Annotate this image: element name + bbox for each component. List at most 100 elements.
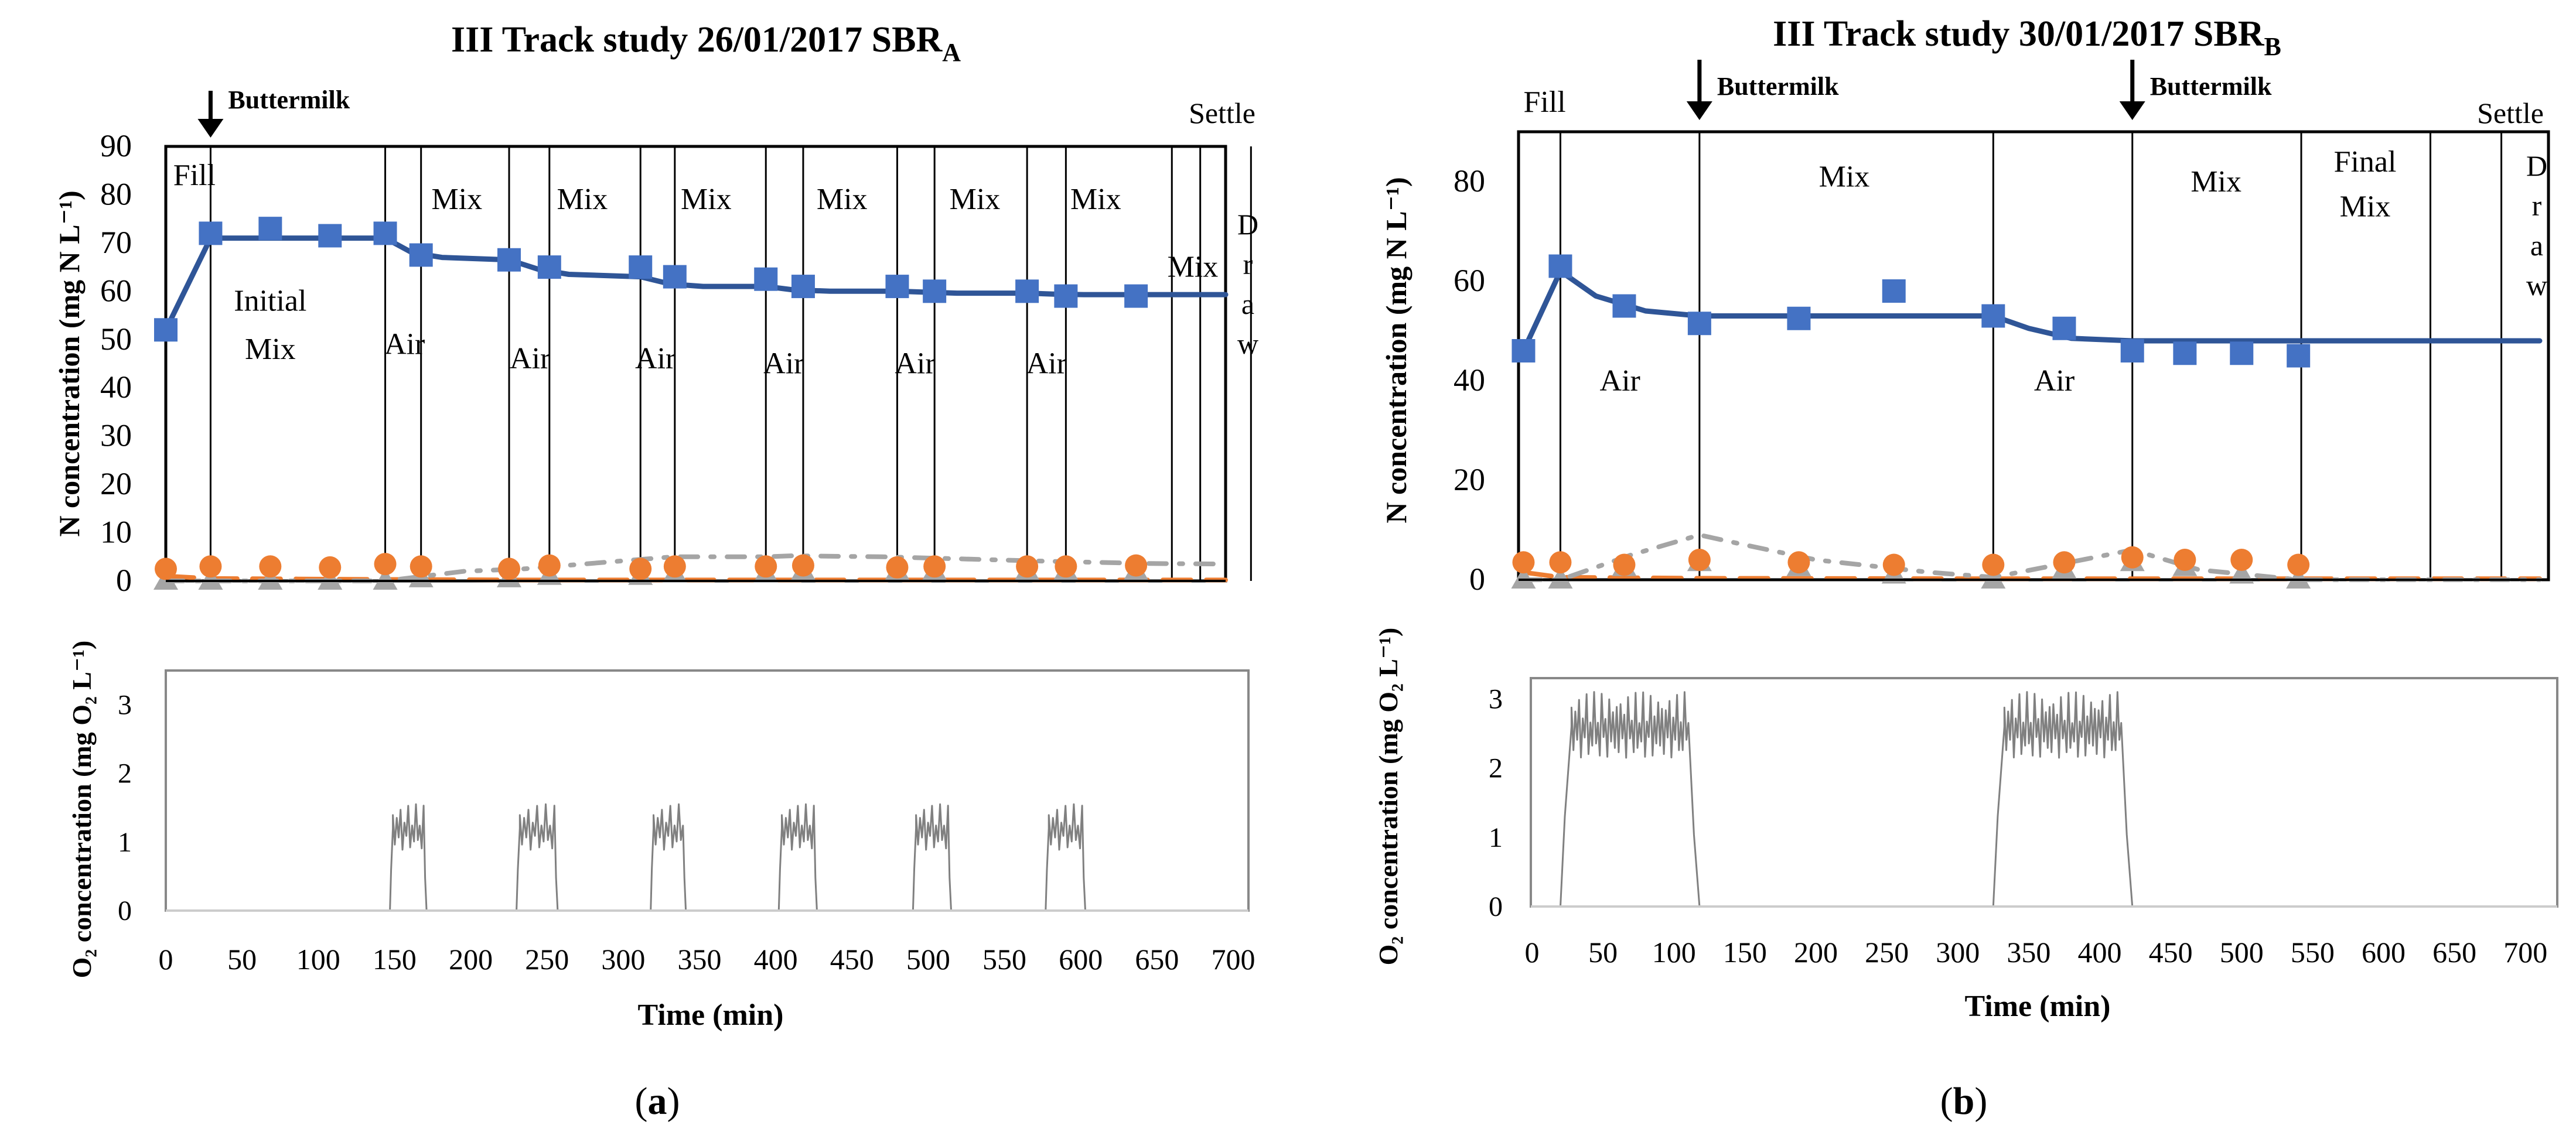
x-tick-label: 400 xyxy=(2078,936,2122,969)
panel-a-o2-y-axis-label: O₂ concentration (mg O₂ L⁻¹) xyxy=(67,641,97,979)
buttermilk-label: Buttermilk xyxy=(1717,72,1839,101)
o2-y-tick-label: 0 xyxy=(1489,891,1503,922)
nitrite-point xyxy=(319,556,342,579)
draw-letter: a xyxy=(1241,288,1254,320)
panel-a-o2-y-tick-labels: 0 1 2 3 xyxy=(118,690,132,926)
phase-label: Final xyxy=(2334,145,2397,179)
x-tick-label: 700 xyxy=(2503,936,2547,969)
nitrite-point xyxy=(2121,546,2144,569)
panel-b-o2-y-tick-labels: 0 1 2 3 xyxy=(1489,683,1503,922)
phase-label: Fill xyxy=(173,159,216,192)
panel-b-settle-label: Settle xyxy=(2477,97,2544,129)
nitrite-point xyxy=(2287,553,2310,576)
model-line xyxy=(1521,532,2542,582)
buttermilk-label: Buttermilk xyxy=(2150,72,2272,101)
phase-label: Mix xyxy=(431,183,482,216)
o2-trace-line xyxy=(1560,691,1701,907)
x-tick-label: 500 xyxy=(906,943,950,976)
panel-b: III Track study 30/01/2017 SBRB Buttermi… xyxy=(1373,14,2558,1123)
nitrite-point xyxy=(2053,551,2076,574)
ammonium-point xyxy=(2052,316,2076,340)
nitrate-point xyxy=(1511,567,1536,589)
nitrite-point xyxy=(2230,549,2253,571)
o2-y-tick-label: 3 xyxy=(1489,683,1503,714)
nitrate-point xyxy=(198,568,223,590)
panel-a-annotations: Buttermilk xyxy=(197,85,350,138)
ammonium-point xyxy=(2287,344,2311,368)
x-tick-label: 50 xyxy=(227,943,257,976)
x-tick-label: 600 xyxy=(1059,943,1103,976)
panel-a-title: III Track study 26/01/2017 SBRA xyxy=(451,20,961,67)
ammonium-point xyxy=(754,267,778,291)
ammonium-point xyxy=(1981,304,2005,328)
o2-trace-line xyxy=(912,803,952,911)
buttermilk-arrow-icon xyxy=(1686,101,1712,120)
draw-letter: w xyxy=(2526,269,2547,302)
nitrite-point xyxy=(1982,553,2005,576)
ammonium-point xyxy=(1687,312,1711,336)
y-tick-label: 40 xyxy=(1454,362,1485,398)
phase-label: Air xyxy=(763,347,804,380)
x-tick-label: 300 xyxy=(1936,936,1980,969)
draw-letter: D xyxy=(1237,208,1258,241)
x-tick-label: 450 xyxy=(2149,936,2193,969)
ammonium-point xyxy=(1124,284,1148,308)
ammonium-point xyxy=(885,275,909,299)
x-tick-label: 500 xyxy=(2220,936,2264,969)
ammonium-point xyxy=(663,265,687,289)
panel-a: III Track study 26/01/2017 SBRA Buttermi… xyxy=(53,20,1258,1123)
phase-label: Mix xyxy=(1070,183,1121,216)
y-tick-label: 0 xyxy=(116,563,132,598)
nitrite-point xyxy=(755,555,777,578)
ammonium-point xyxy=(791,275,815,299)
phase-label: Mix xyxy=(681,183,732,216)
buttermilk-arrow-icon xyxy=(2119,101,2145,120)
phase-label: Mix xyxy=(1168,251,1219,284)
nitrite-point xyxy=(886,556,909,579)
ammonium-point xyxy=(1548,254,1572,278)
phase-label: Air xyxy=(895,347,935,380)
o2-trace-line xyxy=(650,803,687,911)
phase-label: Air xyxy=(1026,347,1067,380)
nitrite-point xyxy=(923,555,946,578)
phase-label: Mix xyxy=(557,183,608,216)
nitrate-point xyxy=(2286,567,2311,589)
x-tick-label: 150 xyxy=(373,943,417,976)
y-tick-label: 20 xyxy=(100,466,132,501)
x-tick-label: 200 xyxy=(1794,936,1838,969)
o2-trace-line xyxy=(1992,691,2134,907)
nitrate-point xyxy=(373,568,398,590)
x-tick-label: 100 xyxy=(1652,936,1696,969)
y-tick-label: 0 xyxy=(1469,562,1485,597)
nitrite-point xyxy=(1016,555,1039,578)
panel-b-y-axis-label: N concentration (mg N L⁻¹) xyxy=(1380,177,1412,523)
nitrite-point xyxy=(2174,549,2196,571)
ammonium-point xyxy=(1512,339,1536,362)
o2-y-tick-label: 1 xyxy=(1489,822,1503,853)
ammonium-point xyxy=(923,279,947,303)
panel-a-x-tick-labels: 0 50 100 150 200 250 300 350 400 450 500 550 600 650 7… xyxy=(159,943,1255,976)
ammonium-point xyxy=(2230,341,2254,365)
x-tick-label: 100 xyxy=(296,943,340,976)
phase-label: Air xyxy=(1600,364,1640,398)
x-tick-label: 350 xyxy=(2007,936,2050,969)
x-tick-label: 450 xyxy=(830,943,874,976)
y-tick-label: 60 xyxy=(1454,263,1485,298)
ammonium-point xyxy=(199,221,223,245)
panel-b-x-tick-labels: 0 50 100 150 200 250 300 350 400 450 500 550 600 650 7… xyxy=(1525,936,2548,969)
nitrite-point xyxy=(663,555,686,578)
nitrate-point xyxy=(2229,562,2254,584)
panel-a-o2-trace xyxy=(389,803,1086,911)
nitrite-point xyxy=(1055,555,1077,578)
panel-b-data-points xyxy=(1511,254,2311,589)
y-tick-label: 80 xyxy=(100,176,132,211)
phase-label: Mix xyxy=(817,183,868,216)
phase-label: Mix xyxy=(1819,160,1870,194)
o2-trace-line xyxy=(516,803,559,911)
x-tick-label: 550 xyxy=(982,943,1026,976)
o2-y-tick-label: 3 xyxy=(118,690,132,721)
ammonium-point xyxy=(1882,279,1906,303)
draw-letter: D xyxy=(2526,149,2547,182)
y-tick-label: 70 xyxy=(100,225,132,260)
